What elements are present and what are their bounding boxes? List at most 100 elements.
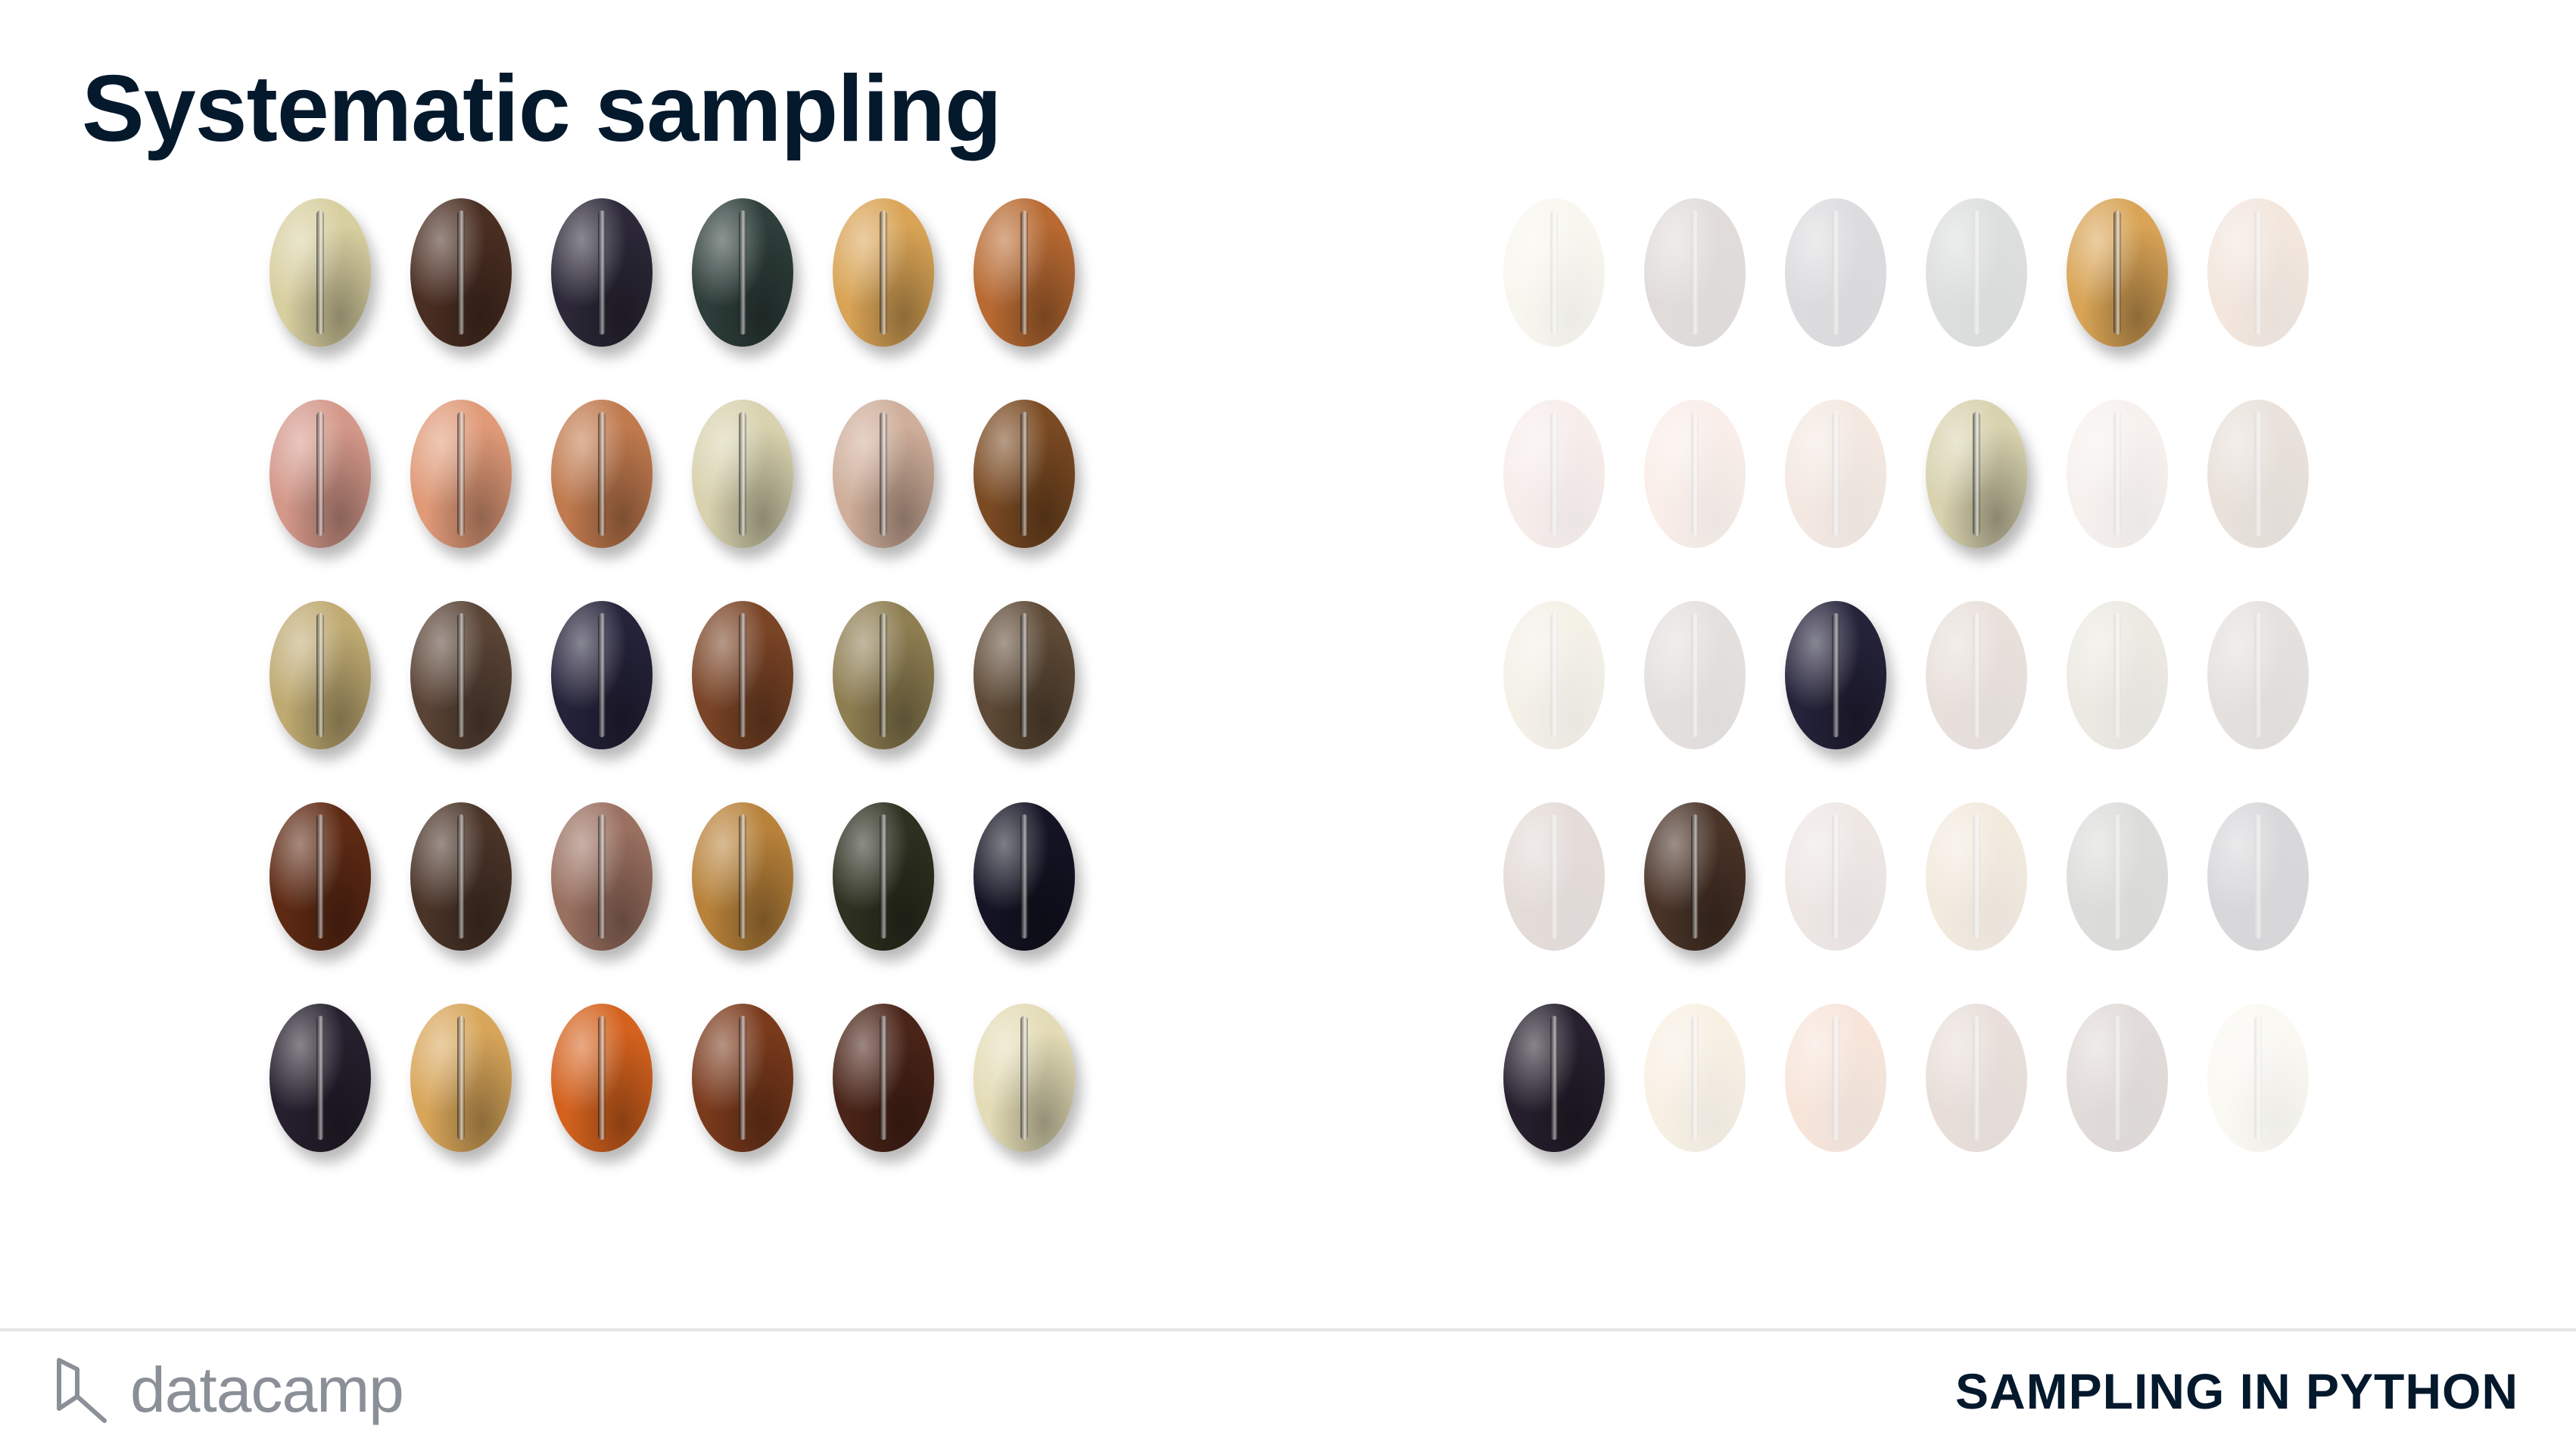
bean-cell	[2047, 391, 2188, 592]
unselected-coffee-bean	[1644, 400, 1746, 548]
coffee-bean	[410, 1004, 512, 1152]
bean-cell	[2047, 189, 2188, 391]
bean-cell	[250, 592, 391, 793]
unselected-coffee-bean	[1503, 400, 1605, 548]
coffee-bean	[269, 400, 371, 548]
population-bean-grid	[250, 189, 1095, 1196]
coffee-bean	[269, 1004, 371, 1152]
bean-cell	[1484, 793, 1624, 995]
bean-cell	[531, 391, 672, 592]
coffee-bean	[973, 400, 1075, 548]
bean-cell	[813, 189, 954, 391]
unselected-coffee-bean	[1503, 802, 1605, 951]
bean-cell	[954, 995, 1095, 1196]
bean-cell	[1484, 391, 1624, 592]
unselected-coffee-bean	[2067, 400, 2168, 548]
bean-cell	[954, 592, 1095, 793]
bean-cell	[250, 391, 391, 592]
coffee-bean	[269, 802, 371, 951]
bean-cell	[531, 995, 672, 1196]
coffee-bean	[692, 601, 793, 749]
sampled-coffee-bean	[1785, 601, 1886, 749]
bean-cell	[1765, 995, 1906, 1196]
bean-cell	[2188, 189, 2328, 391]
bean-cell	[813, 995, 954, 1196]
bean-cell	[2188, 793, 2328, 995]
coffee-bean	[410, 601, 512, 749]
bean-cell	[1484, 995, 1624, 1196]
coffee-bean	[973, 198, 1075, 347]
unselected-coffee-bean	[1926, 601, 2027, 749]
coffee-bean	[551, 400, 653, 548]
bean-cell	[531, 592, 672, 793]
bean-cell	[1484, 189, 1624, 391]
coffee-bean	[410, 802, 512, 951]
bean-cell	[1765, 189, 1906, 391]
unselected-coffee-bean	[2207, 1004, 2309, 1152]
coffee-bean	[269, 198, 371, 347]
coffee-bean	[833, 400, 934, 548]
sampled-coffee-bean	[1926, 400, 2027, 548]
bean-cell	[531, 189, 672, 391]
bean-cell	[954, 391, 1095, 592]
coffee-bean	[692, 802, 793, 951]
unselected-coffee-bean	[2207, 400, 2309, 548]
unselected-coffee-bean	[1503, 601, 1605, 749]
bean-cell	[2047, 592, 2188, 793]
bean-cell	[1624, 592, 1765, 793]
bean-cell	[672, 592, 813, 793]
unselected-coffee-bean	[2067, 1004, 2168, 1152]
coffee-bean	[973, 802, 1075, 951]
bean-cell	[1906, 592, 2047, 793]
sampled-coffee-bean	[2067, 198, 2168, 347]
coffee-bean	[551, 198, 653, 347]
unselected-coffee-bean	[2207, 601, 2309, 749]
course-title: SAMPLING IN PYTHON	[1955, 1363, 2518, 1419]
unselected-coffee-bean	[2067, 802, 2168, 951]
bean-cell	[954, 189, 1095, 391]
bean-cell	[1765, 391, 1906, 592]
bean-cell	[1484, 592, 1624, 793]
coffee-bean	[833, 1004, 934, 1152]
bean-cell	[2188, 592, 2328, 793]
bean-cell	[1906, 793, 2047, 995]
bean-cell	[813, 391, 954, 592]
unselected-coffee-bean	[1644, 198, 1746, 347]
bean-cell	[391, 592, 531, 793]
coffee-bean	[410, 198, 512, 347]
bean-cell	[391, 793, 531, 995]
bean-cell	[813, 592, 954, 793]
bean-cell	[1624, 995, 1765, 1196]
bean-cell	[2188, 995, 2328, 1196]
coffee-bean	[692, 198, 793, 347]
coffee-bean	[269, 601, 371, 749]
coffee-bean	[973, 1004, 1075, 1152]
bean-cell	[1906, 391, 2047, 592]
bean-cell	[391, 391, 531, 592]
coffee-bean	[551, 802, 653, 951]
sampled-coffee-bean	[1644, 802, 1746, 951]
footer-divider	[0, 1328, 2576, 1331]
unselected-coffee-bean	[1926, 802, 2027, 951]
bean-cell	[1906, 189, 2047, 391]
bean-cell	[672, 793, 813, 995]
unselected-coffee-bean	[1644, 601, 1746, 749]
bean-cell	[1624, 391, 1765, 592]
bean-cell	[250, 189, 391, 391]
brand-name: datacamp	[130, 1354, 404, 1425]
bean-cell	[1906, 995, 2047, 1196]
coffee-bean	[410, 400, 512, 548]
unselected-coffee-bean	[1785, 400, 1886, 548]
coffee-bean	[833, 802, 934, 951]
unselected-coffee-bean	[1785, 198, 1886, 347]
unselected-coffee-bean	[1926, 198, 2027, 347]
coffee-bean	[692, 1004, 793, 1152]
coffee-bean	[833, 601, 934, 749]
coffee-bean	[551, 601, 653, 749]
slide-title: Systematic sampling	[82, 57, 1002, 161]
bean-cell	[391, 995, 531, 1196]
unselected-coffee-bean	[1926, 1004, 2027, 1152]
systematic-sample-bean-grid	[1484, 189, 2328, 1196]
unselected-coffee-bean	[2067, 601, 2168, 749]
unselected-coffee-bean	[1785, 802, 1886, 951]
